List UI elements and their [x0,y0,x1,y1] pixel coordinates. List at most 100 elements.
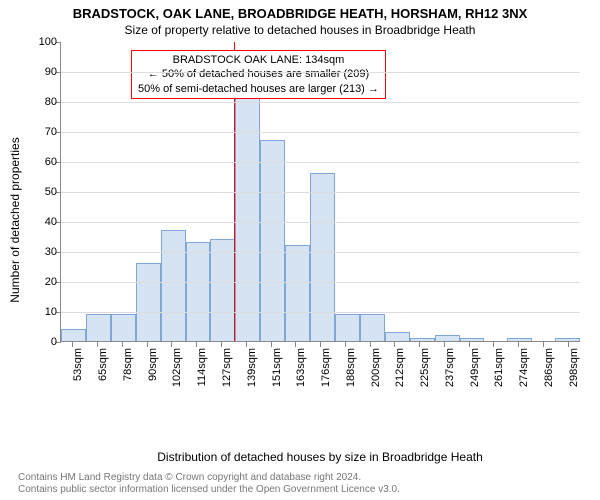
x-tick-mark [147,342,148,347]
x-tick: 298sqm [555,342,580,402]
x-tick-label: 188sqm [345,348,357,387]
x-ticks-container: 53sqm 65sqm 78sqm 90sqm 102sqm 114sqm 127sqm 13… [60,342,580,402]
x-tick-label: 298sqm [568,348,580,387]
y-tick-label: 90 [31,66,57,78]
x-tick-mark [246,342,247,347]
grid-line [61,132,580,133]
histogram-bar [136,263,161,341]
x-tick: 249sqm [456,342,481,402]
x-tick-label: 286sqm [543,348,555,387]
annotation-line1: BRADSTOCK OAK LANE: 134sqm [138,53,379,67]
histogram-bar [111,314,136,341]
x-tick: 151sqm [258,342,283,402]
x-tick-label: 225sqm [419,348,431,387]
histogram-bar [555,338,580,341]
annotation-box: BRADSTOCK OAK LANE: 134sqm ← 50% of deta… [131,50,386,99]
x-tick-mark [122,342,123,347]
histogram-bar [186,242,211,341]
x-tick: 90sqm [134,342,159,402]
x-axis-label: Distribution of detached houses by size … [60,450,580,464]
x-tick-mark [444,342,445,347]
x-tick-label: 200sqm [370,348,382,387]
x-tick-mark [271,342,272,347]
histogram-bar [285,245,310,341]
x-tick: 127sqm [209,342,234,402]
y-tick-label: 0 [31,336,57,348]
x-tick-label: 176sqm [320,348,332,387]
grid-line [61,312,580,313]
x-tick-mark [493,342,494,347]
histogram-bar [507,338,532,341]
y-tick-label: 70 [31,126,57,138]
histogram-bar [310,173,335,341]
x-tick-mark [543,342,544,347]
grid-line [61,162,580,163]
x-tick-mark [518,342,519,347]
x-tick: 78sqm [110,342,135,402]
x-tick-mark [419,342,420,347]
x-tick-mark [568,342,569,347]
grid-line [61,192,580,193]
x-tick-mark [196,342,197,347]
x-tick: 261sqm [481,342,506,402]
histogram-bar [86,314,111,341]
grid-line [61,282,580,283]
x-tick: 286sqm [531,342,556,402]
x-tick-label: 139sqm [246,348,258,387]
copyright-line2: Contains public sector information licen… [18,484,400,496]
x-tick-mark [394,342,395,347]
y-tick-label: 100 [31,36,57,48]
grid-line [61,72,580,73]
copyright-block: Contains HM Land Registry data © Crown c… [18,472,400,496]
x-tick-mark [345,342,346,347]
x-tick-mark [370,342,371,347]
x-tick: 102sqm [159,342,184,402]
plot-area: BRADSTOCK OAK LANE: 134sqm ← 50% of deta… [60,42,580,342]
chart-title-sub: Size of property relative to detached ho… [0,21,600,37]
x-tick: 237sqm [431,342,456,402]
x-tick: 225sqm [407,342,432,402]
x-tick: 163sqm [283,342,308,402]
x-tick-label: 151sqm [271,348,283,387]
x-tick: 114sqm [184,342,209,402]
y-tick-label: 20 [31,276,57,288]
x-tick-label: 90sqm [147,348,159,381]
x-tick-label: 261sqm [493,348,505,387]
histogram-bar [61,329,86,341]
grid-line [61,252,580,253]
y-tick-label: 80 [31,96,57,108]
x-tick-mark [72,342,73,347]
y-tick-label: 50 [31,186,57,198]
histogram-bar [460,338,485,341]
chart-area: BRADSTOCK OAK LANE: 134sqm ← 50% of deta… [60,42,580,402]
x-tick-label: 249sqm [469,348,481,387]
annotation-line3: 50% of semi-detached houses are larger (… [138,82,379,96]
x-tick-label: 53sqm [72,348,84,381]
x-tick: 274sqm [506,342,531,402]
histogram-bar [410,338,435,341]
histogram-bar [435,335,460,341]
x-tick-label: 65sqm [97,348,109,381]
x-tick-mark [320,342,321,347]
annotation-line2: ← 50% of detached houses are smaller (20… [138,67,379,81]
histogram-bar [360,314,385,341]
y-tick-label: 10 [31,306,57,318]
x-tick-label: 237sqm [444,348,456,387]
x-tick: 139sqm [233,342,258,402]
grid-line [61,222,580,223]
x-tick-mark [171,342,172,347]
x-tick-label: 78sqm [122,348,134,381]
x-tick-mark [469,342,470,347]
x-tick: 188sqm [332,342,357,402]
x-tick-mark [221,342,222,347]
x-tick: 200sqm [357,342,382,402]
x-tick-label: 274sqm [518,348,530,387]
x-tick-label: 102sqm [171,348,183,387]
copyright-line1: Contains HM Land Registry data © Crown c… [18,472,400,484]
y-axis-label: Number of detached properties [8,55,22,220]
x-tick-label: 127sqm [221,348,233,387]
histogram-bar [335,314,360,341]
x-tick-label: 114sqm [196,348,208,386]
histogram-bar [210,239,235,341]
y-tick-label: 30 [31,246,57,258]
